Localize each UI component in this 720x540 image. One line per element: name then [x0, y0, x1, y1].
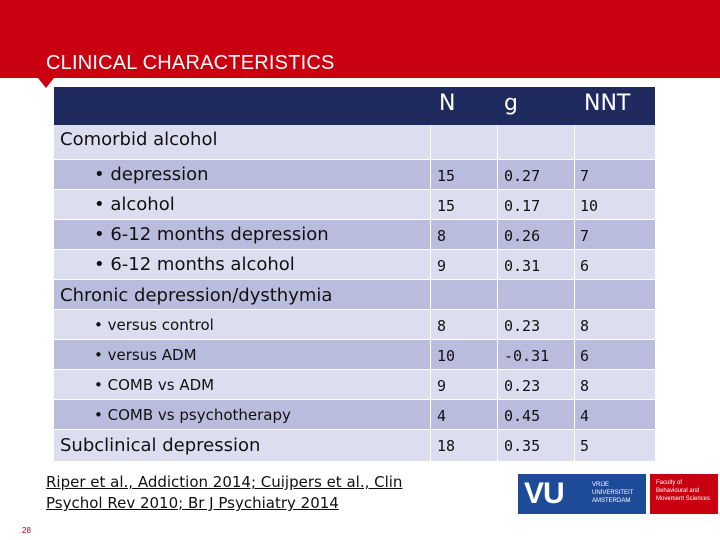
- section-band: [54, 125, 655, 159]
- cell-n: 9: [437, 377, 447, 395]
- faculty-logo-block: Faculty of Behavioural and Movement Scie…: [650, 474, 718, 514]
- cell-n: 15: [437, 197, 456, 215]
- row-divider: [54, 159, 655, 160]
- cell-nnt: 10: [580, 197, 599, 215]
- table-row: [54, 369, 655, 399]
- row-label: • COMB vs ADM: [94, 376, 215, 394]
- faculty-text-line: Behavioural and: [656, 488, 700, 494]
- cell-nnt: 6: [580, 257, 590, 275]
- row-label: • COMB vs psychotherapy: [94, 406, 291, 424]
- row-label: • 6-12 months alcohol: [94, 254, 295, 275]
- vu-text-line: VRIJE: [592, 482, 610, 488]
- cell-n: 4: [437, 407, 447, 425]
- row-label: • 6-12 months depression: [94, 224, 329, 245]
- page-number: 28: [22, 526, 31, 535]
- university-logo: VU VRIJE UNIVERSITEIT AMSTERDAM Faculty …: [518, 470, 718, 518]
- reference-citation: Riper et al., Addiction 2014; Cuijpers e…: [46, 472, 486, 514]
- row-divider: [54, 339, 655, 340]
- row-divider: [54, 249, 655, 250]
- cell-nnt: 7: [580, 227, 590, 245]
- reference-line: Riper et al., Addiction 2014; Cuijpers e…: [46, 473, 403, 491]
- row-divider: [54, 279, 655, 280]
- vu-text: VRIJE UNIVERSITEIT AMSTERDAM: [592, 481, 633, 505]
- cell-n: 15: [437, 167, 456, 185]
- vu-letters: VU: [524, 477, 565, 510]
- faculty-text-line: Faculty of: [656, 480, 683, 486]
- section-title-subclinical-depression: Subclinical depression: [60, 435, 261, 456]
- reference-line: Psychol Rev 2010; Br J Psychiatry 2014: [46, 494, 339, 512]
- table-row: [54, 159, 655, 189]
- cell-n: 18: [437, 437, 456, 455]
- cell-nnt: 6: [580, 347, 590, 365]
- vu-text-line: UNIVERSITEIT: [592, 490, 634, 496]
- table-row: [54, 399, 655, 429]
- row-label: • alcohol: [94, 194, 175, 215]
- cell-g: 0.31: [504, 257, 541, 275]
- cell-n: 10: [437, 347, 456, 365]
- column-header-n: N: [439, 91, 456, 116]
- cell-g: -0.31: [504, 347, 550, 365]
- cell-g: 0.35: [504, 437, 541, 455]
- column-divider: [497, 125, 498, 461]
- cell-nnt: 8: [580, 377, 590, 395]
- row-divider: [54, 369, 655, 370]
- cell-nnt: 7: [580, 167, 590, 185]
- column-header-g: g: [504, 91, 518, 116]
- slide-title: CLINICAL CHARACTERISTICS: [46, 52, 335, 74]
- cell-g: 0.23: [504, 377, 541, 395]
- faculty-text-line: Movement Sciences: [656, 496, 711, 502]
- column-header-nnt: NNT: [584, 91, 631, 116]
- cell-g: 0.27: [504, 167, 541, 185]
- row-label: • depression: [94, 164, 209, 185]
- section-title-chronic-depression: Chronic depression/dysthymia: [60, 285, 333, 306]
- row-divider: [54, 429, 655, 430]
- row-divider: [54, 189, 655, 190]
- table-row: [54, 219, 655, 249]
- row-divider: [54, 399, 655, 400]
- table-row: [54, 429, 655, 461]
- vu-text-line: AMSTERDAM: [592, 498, 631, 504]
- cell-nnt: 4: [580, 407, 590, 425]
- cell-g: 0.23: [504, 317, 541, 335]
- cell-n: 8: [437, 317, 447, 335]
- section-title-comorbid-alcohol: Comorbid alcohol: [60, 129, 218, 150]
- faculty-text: Faculty of Behavioural and Movement Scie…: [656, 479, 710, 503]
- section-band: [54, 279, 655, 309]
- row-label: • versus ADM: [94, 346, 197, 364]
- row-label: • versus control: [94, 316, 214, 334]
- table-row: [54, 339, 655, 369]
- table-header-row: N g NNT: [54, 87, 655, 125]
- cell-nnt: 5: [580, 437, 590, 455]
- header-bar: [0, 0, 720, 78]
- row-divider: [54, 219, 655, 220]
- cell-g: 0.26: [504, 227, 541, 245]
- table-row: [54, 309, 655, 339]
- cell-g: 0.17: [504, 197, 541, 215]
- table-row: [54, 249, 655, 279]
- characteristics-table: N g NNT Comorbid alcohol • depression 15…: [54, 87, 655, 461]
- cell-g: 0.45: [504, 407, 541, 425]
- row-divider: [54, 309, 655, 310]
- column-divider: [574, 125, 575, 461]
- cell-n: 8: [437, 227, 447, 245]
- cell-nnt: 8: [580, 317, 590, 335]
- vu-logo-block: VU VRIJE UNIVERSITEIT AMSTERDAM: [518, 474, 646, 514]
- cell-n: 9: [437, 257, 447, 275]
- header-notch: [38, 78, 54, 88]
- table-row: [54, 189, 655, 219]
- column-divider: [430, 125, 431, 461]
